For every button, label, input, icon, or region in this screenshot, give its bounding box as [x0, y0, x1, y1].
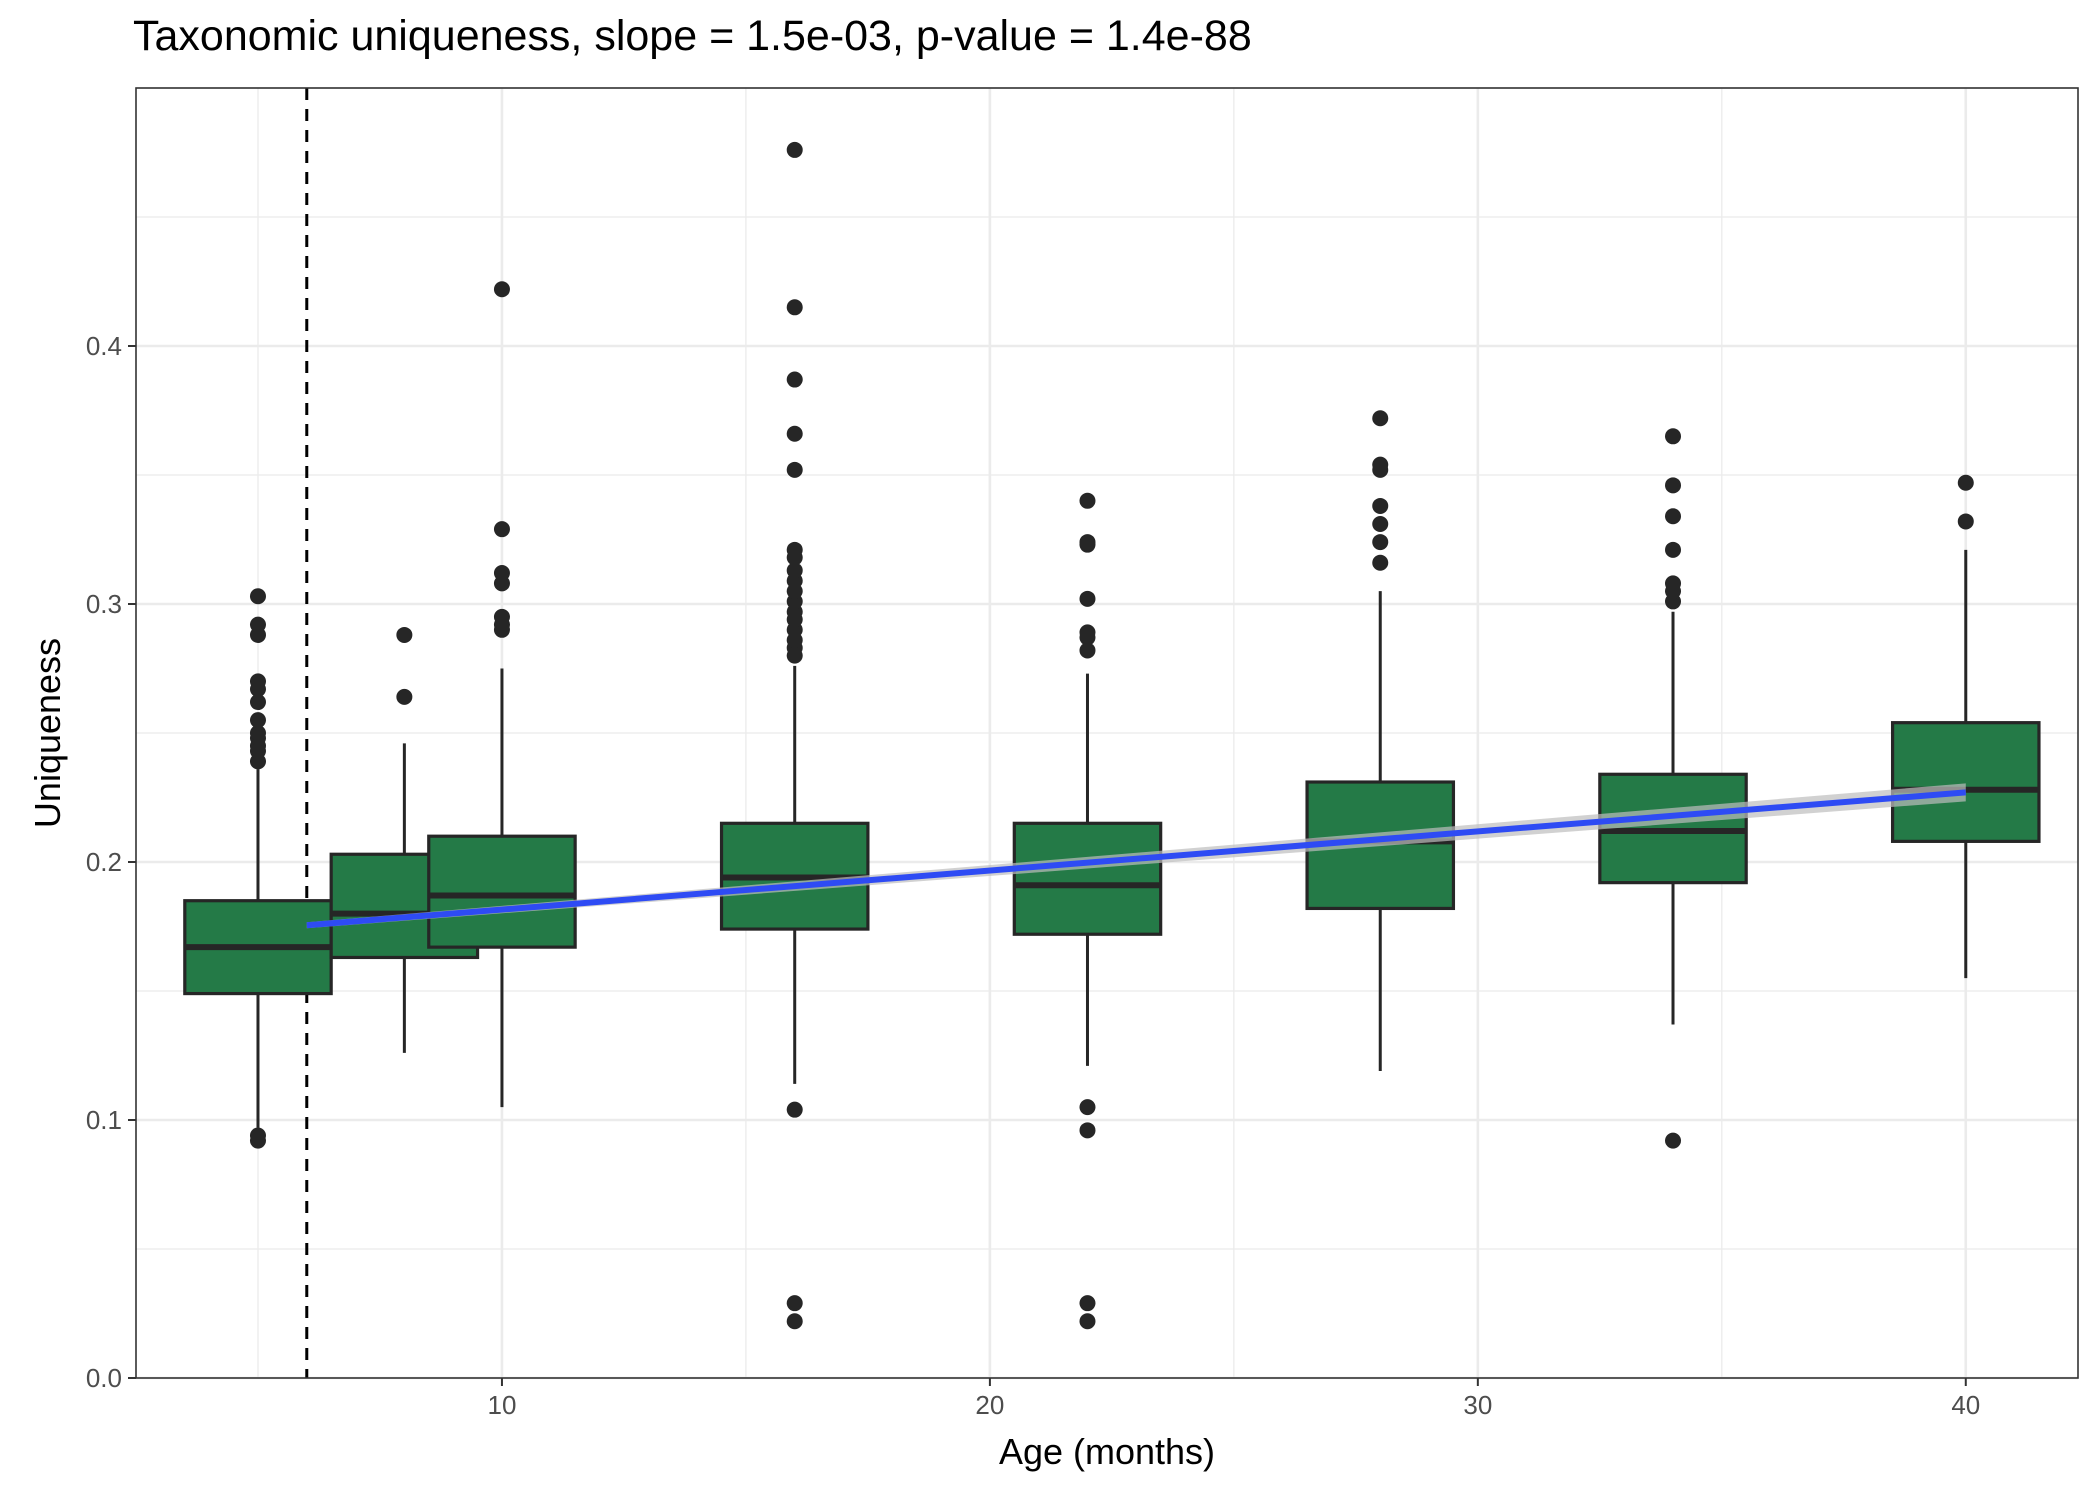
x-tick-label: 40	[1951, 1390, 1980, 1420]
x-tick-label: 10	[487, 1390, 516, 1420]
outlier-point	[786, 461, 803, 478]
box-group	[1598, 428, 1748, 1149]
chart-title: Taxonomic uniqueness, slope = 1.5e-03, p…	[133, 12, 1252, 60]
outlier-point	[1372, 534, 1389, 551]
box-group	[183, 588, 333, 1149]
outlier-point	[1079, 1122, 1096, 1139]
outlier-point	[786, 141, 803, 158]
outlier-point	[249, 588, 266, 605]
y-tick-label: 0.2	[86, 847, 122, 877]
box-group	[427, 281, 577, 1108]
outlier-point	[249, 694, 266, 711]
outlier-point	[1079, 534, 1096, 551]
outlier-point	[396, 626, 413, 643]
outlier-point	[1079, 492, 1096, 509]
outlier-point	[249, 725, 266, 741]
outlier-point	[786, 425, 803, 442]
outlier-point	[493, 608, 510, 625]
box-group	[719, 141, 870, 1330]
outlier-point	[249, 1127, 266, 1144]
outlier-point	[493, 521, 510, 538]
outlier-point	[1957, 513, 1974, 530]
grid-layer	[136, 87, 2078, 1380]
trend-line	[306, 789, 1967, 929]
outlier-point	[396, 688, 413, 705]
box-group	[1305, 410, 1456, 1071]
outlier-point	[1079, 624, 1096, 641]
x-tick-label: 30	[1463, 1390, 1492, 1420]
outlier-point	[786, 1313, 803, 1330]
outlier-point	[786, 541, 803, 558]
outlier-point	[249, 673, 266, 690]
y-tick-label: 0.0	[86, 1363, 122, 1393]
y-tick-label: 0.1	[86, 1105, 122, 1135]
outlier-point	[1957, 474, 1974, 491]
outlier-point	[1079, 1313, 1096, 1330]
x-tick-label: 20	[975, 1390, 1004, 1420]
outlier-point	[1372, 456, 1389, 473]
x-axis-title: Age (months)	[999, 1431, 1215, 1472]
outlier-point	[1079, 1295, 1096, 1312]
outlier-point	[1079, 1099, 1096, 1116]
outlier-point	[1665, 541, 1682, 558]
outlier-point	[786, 371, 803, 388]
outlier-point	[1372, 410, 1389, 427]
outlier-point	[249, 712, 266, 729]
outlier-point	[786, 562, 803, 579]
box-group	[1890, 474, 2041, 979]
outlier-point	[493, 565, 510, 582]
outlier-point	[493, 281, 510, 298]
outlier-point	[1665, 477, 1682, 494]
axis-layer: 10 20 30 40 0.0 0.1 0.2 0.3 0.4	[86, 331, 1980, 1420]
panel-border	[135, 87, 2079, 1379]
outlier-point	[786, 299, 803, 316]
box-group	[1012, 492, 1163, 1330]
box-iqr	[1890, 721, 2041, 843]
outlier-point	[1372, 497, 1389, 514]
box-iqr	[427, 834, 577, 949]
outlier-point	[1665, 428, 1682, 445]
box-layer	[183, 141, 2041, 1330]
outlier-point	[249, 616, 266, 633]
outlier-point	[1079, 642, 1096, 659]
box-iqr	[1012, 821, 1163, 936]
y-tick-label: 0.4	[86, 331, 122, 361]
outlier-point	[786, 1101, 803, 1118]
outlier-point	[1372, 516, 1389, 533]
trend-layer	[306, 783, 1967, 929]
outlier-point	[1372, 554, 1389, 571]
y-tick-label: 0.3	[86, 589, 122, 619]
outlier-point	[1665, 508, 1682, 525]
outlier-point	[786, 1295, 803, 1312]
y-axis-title: Uniqueness	[27, 638, 68, 828]
outlier-point	[1079, 590, 1096, 607]
outlier-point	[1665, 1132, 1682, 1149]
outlier-point	[1665, 575, 1682, 592]
